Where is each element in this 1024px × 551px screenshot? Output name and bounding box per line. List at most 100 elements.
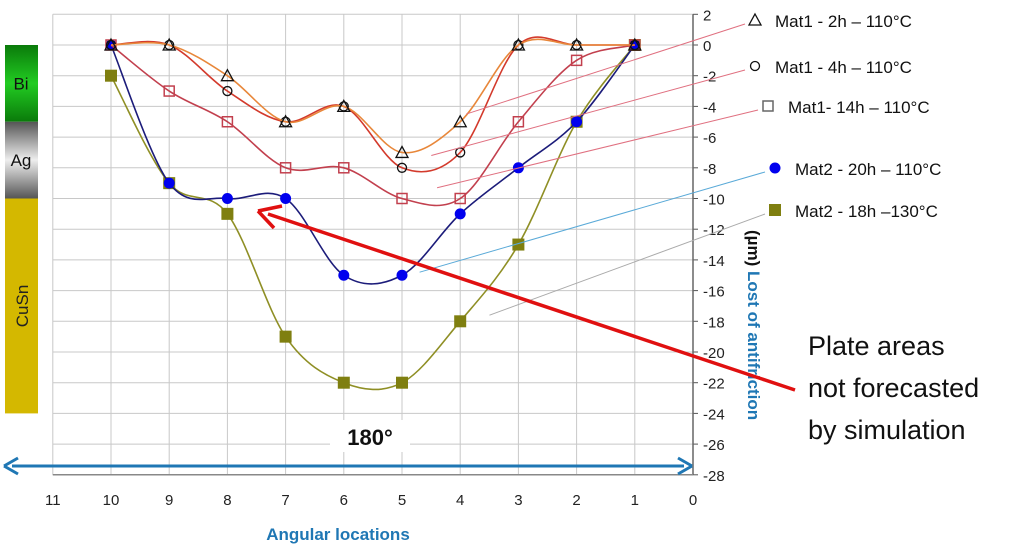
legend-label: Mat1- 14h – 110°C bbox=[788, 98, 930, 117]
y-tick-label: -20 bbox=[703, 345, 725, 362]
y-tick-label: 2 bbox=[703, 7, 711, 24]
note-arrow bbox=[267, 212, 796, 392]
x-tick-label: 7 bbox=[281, 492, 289, 509]
y-axis-label-text: Lost of antifriction bbox=[744, 271, 763, 420]
y-tick-label: -8 bbox=[703, 161, 716, 178]
data-point bbox=[396, 192, 408, 205]
layer-label: Bi bbox=[13, 74, 28, 93]
x-tick-label: 3 bbox=[514, 492, 522, 509]
series-3 bbox=[105, 39, 641, 207]
legend-leader-line bbox=[436, 109, 759, 189]
series-line bbox=[110, 38, 635, 154]
legend-marker bbox=[769, 162, 781, 174]
x-tick-label: 1 bbox=[631, 492, 639, 509]
span-label: 180° bbox=[347, 425, 393, 450]
data-point bbox=[278, 114, 293, 128]
data-point bbox=[396, 162, 408, 173]
x-tick-label: 8 bbox=[223, 492, 231, 509]
note-text: Plate areas bbox=[808, 331, 945, 361]
note-text: by simulation bbox=[808, 415, 966, 445]
layer-ag bbox=[5, 121, 38, 199]
span-label-bg bbox=[330, 420, 410, 452]
data-point bbox=[103, 37, 119, 51]
x-tick-label: 2 bbox=[572, 492, 580, 509]
series-line bbox=[110, 44, 636, 285]
data-point bbox=[105, 69, 117, 82]
x-tick-label: 11 bbox=[45, 492, 61, 509]
series-line bbox=[110, 44, 636, 207]
legend-label: Mat1 - 4h – 110°C bbox=[775, 58, 912, 77]
data-point bbox=[453, 114, 468, 128]
series-line bbox=[110, 36, 635, 173]
data-point bbox=[454, 315, 467, 328]
layer-label: CuSn bbox=[13, 285, 32, 328]
y-tick-label: -16 bbox=[703, 284, 725, 301]
data-point bbox=[222, 85, 233, 97]
x-axis-title: Angular locations bbox=[266, 525, 410, 544]
legend-marker bbox=[762, 100, 774, 112]
data-point bbox=[511, 37, 526, 51]
data-point bbox=[279, 330, 292, 343]
y-axis-unit: (µm) bbox=[744, 230, 763, 271]
y-tick-label: 0 bbox=[703, 38, 711, 55]
y-tick-label: -28 bbox=[703, 468, 725, 485]
y-tick-label: -10 bbox=[703, 192, 725, 209]
data-point bbox=[394, 145, 410, 159]
legend-marker bbox=[749, 60, 761, 72]
legend-leader-line bbox=[489, 213, 766, 316]
series-4 bbox=[105, 39, 641, 285]
y-tick-label: -2 bbox=[703, 69, 716, 86]
legend-label: Mat2 - 20h – 110°C bbox=[795, 160, 941, 179]
y-tick-label: -12 bbox=[703, 222, 725, 239]
data-point bbox=[396, 269, 408, 281]
data-point bbox=[221, 207, 234, 220]
y-axis-title: (µm) Lost of antifriction bbox=[744, 230, 763, 420]
data-point bbox=[512, 238, 525, 251]
data-point bbox=[280, 193, 292, 204]
legend-marker bbox=[747, 12, 763, 26]
legend-leader-line bbox=[431, 69, 746, 157]
x-tick-label: 6 bbox=[340, 492, 348, 509]
data-point bbox=[569, 37, 584, 51]
data-point bbox=[221, 193, 233, 204]
y-tick-label: -14 bbox=[703, 253, 725, 270]
data-point bbox=[570, 54, 583, 67]
data-point bbox=[396, 376, 408, 389]
legend-marker bbox=[769, 204, 781, 216]
y-tick-label: -4 bbox=[703, 99, 716, 116]
x-tick-label: 5 bbox=[398, 492, 406, 509]
span-arrow-head-right bbox=[677, 456, 693, 476]
legend-leader-line bbox=[419, 171, 766, 273]
data-point bbox=[163, 177, 175, 189]
span-arrow-head-left bbox=[3, 456, 19, 476]
data-point bbox=[336, 99, 351, 113]
data-point bbox=[512, 116, 525, 128]
data-point bbox=[571, 116, 583, 128]
x-tick-label: 10 bbox=[103, 492, 120, 509]
data-point bbox=[338, 269, 350, 281]
x-tick-label: 4 bbox=[456, 492, 464, 509]
layer-label: Ag bbox=[11, 151, 32, 170]
x-tick-label: 9 bbox=[165, 492, 173, 509]
data-point bbox=[627, 37, 642, 51]
data-point bbox=[221, 116, 234, 128]
data-point bbox=[337, 376, 350, 389]
series-line bbox=[110, 44, 636, 391]
data-point bbox=[454, 192, 466, 205]
x-tick-label: 0 bbox=[689, 492, 697, 509]
series-1 bbox=[103, 37, 642, 159]
series-5 bbox=[105, 39, 641, 391]
y-tick-label: -26 bbox=[703, 437, 725, 454]
note-text: not forecasted bbox=[808, 373, 979, 403]
series-2 bbox=[105, 36, 640, 173]
data-point bbox=[279, 162, 292, 174]
legend-leader-line bbox=[466, 23, 746, 115]
note-arrow-head bbox=[256, 204, 283, 230]
data-point bbox=[220, 68, 235, 82]
y-tick-label: -24 bbox=[703, 406, 725, 423]
y-tick-label: -6 bbox=[703, 130, 716, 147]
layer-cusn bbox=[5, 198, 38, 414]
legend-label: Mat2 - 18h –130°C bbox=[795, 202, 938, 221]
